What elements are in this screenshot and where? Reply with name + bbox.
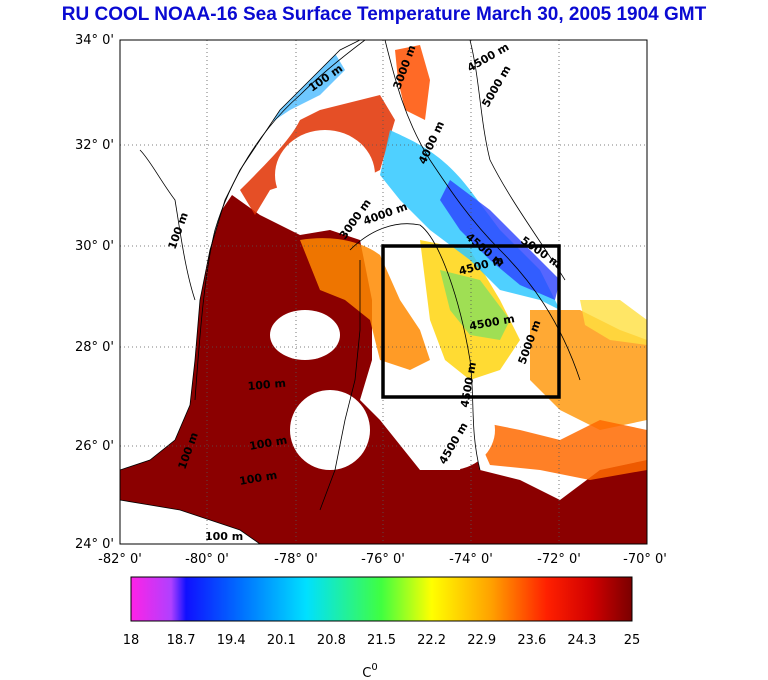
lat-tick-label: 26° 0' [75,439,114,454]
lon-axis: -82° 0' -80° 0' -78° 0' -76° 0' -74° 0' … [98,552,667,567]
lat-tick-label: 30° 0' [75,239,114,254]
colorbar-tick-label: 18 [123,633,140,648]
contour-label: 100 m [205,530,243,543]
contour-line [349,223,481,471]
lon-tick-label: -76° 0' [361,552,405,567]
sst-green-band [440,270,510,340]
cloud-patch [290,390,370,470]
colorbar-tick-label: 22.2 [417,633,446,648]
lat-tick-label: 32° 0' [75,138,114,153]
sst-north-warm [395,45,430,120]
lat-axis: 34° 0' 32° 0' 30° 0' 28° 0' 26° 0' 24° 0… [75,33,114,552]
lon-tick-label: -80° 0' [185,552,229,567]
lon-tick-label: -82° 0' [98,552,142,567]
cloud-patch [405,390,495,470]
contour-line [139,149,196,301]
colorbar-tick-label: 19.4 [217,633,246,648]
contour-line [469,40,566,281]
colorbar-gradient [130,576,633,622]
lon-tick-label: -70° 0' [623,552,667,567]
colorbar: 18 18.7 19.4 20.1 20.8 21.5 22.2 22.9 23.6 24.3 25… [123,576,641,680]
colorbar-ticks: 18 18.7 19.4 20.1 20.8 21.5 22.2 22.9 23.6 24.3 25 [123,633,641,648]
sst-map [120,40,647,544]
colorbar-unit: C0 [362,662,377,680]
lon-tick-label: -72° 0' [537,552,581,567]
colorbar-tick-label: 24.3 [567,633,596,648]
colorbar-tick-label: 25 [624,633,641,648]
colorbar-tick-label: 23.6 [517,633,546,648]
cloud-patch [275,130,375,220]
colorbar-tick-label: 18.7 [167,633,196,648]
sst-orange-band [300,238,430,370]
sst-warm-region [120,195,647,544]
lat-tick-label: 28° 0' [75,340,114,355]
contour-line [384,40,581,381]
lat-tick-label: 24° 0' [75,537,114,552]
contour-line [194,40,366,401]
colorbar-tick-label: 20.1 [267,633,296,648]
colorbar-tick-label: 22.9 [467,633,496,648]
sst-blue-band [440,180,560,300]
lon-tick-label: -78° 0' [274,552,318,567]
lon-tick-label: -74° 0' [449,552,493,567]
sst-south-orange [470,420,647,480]
colorbar-tick-label: 20.8 [317,633,346,648]
contour-label: 100 m [247,377,286,393]
map-border [119,39,648,545]
contour-line [319,260,361,511]
map-title: RU COOL NOAA-16 Sea Surface Temperature … [61,4,707,25]
lat-tick-label: 34° 0' [75,33,114,48]
colorbar-tick-label: 21.5 [367,633,396,648]
cloud-patch [270,310,340,360]
sst-east-yellow [580,300,647,345]
land-cuba [120,499,261,544]
study-area-box [381,244,561,399]
